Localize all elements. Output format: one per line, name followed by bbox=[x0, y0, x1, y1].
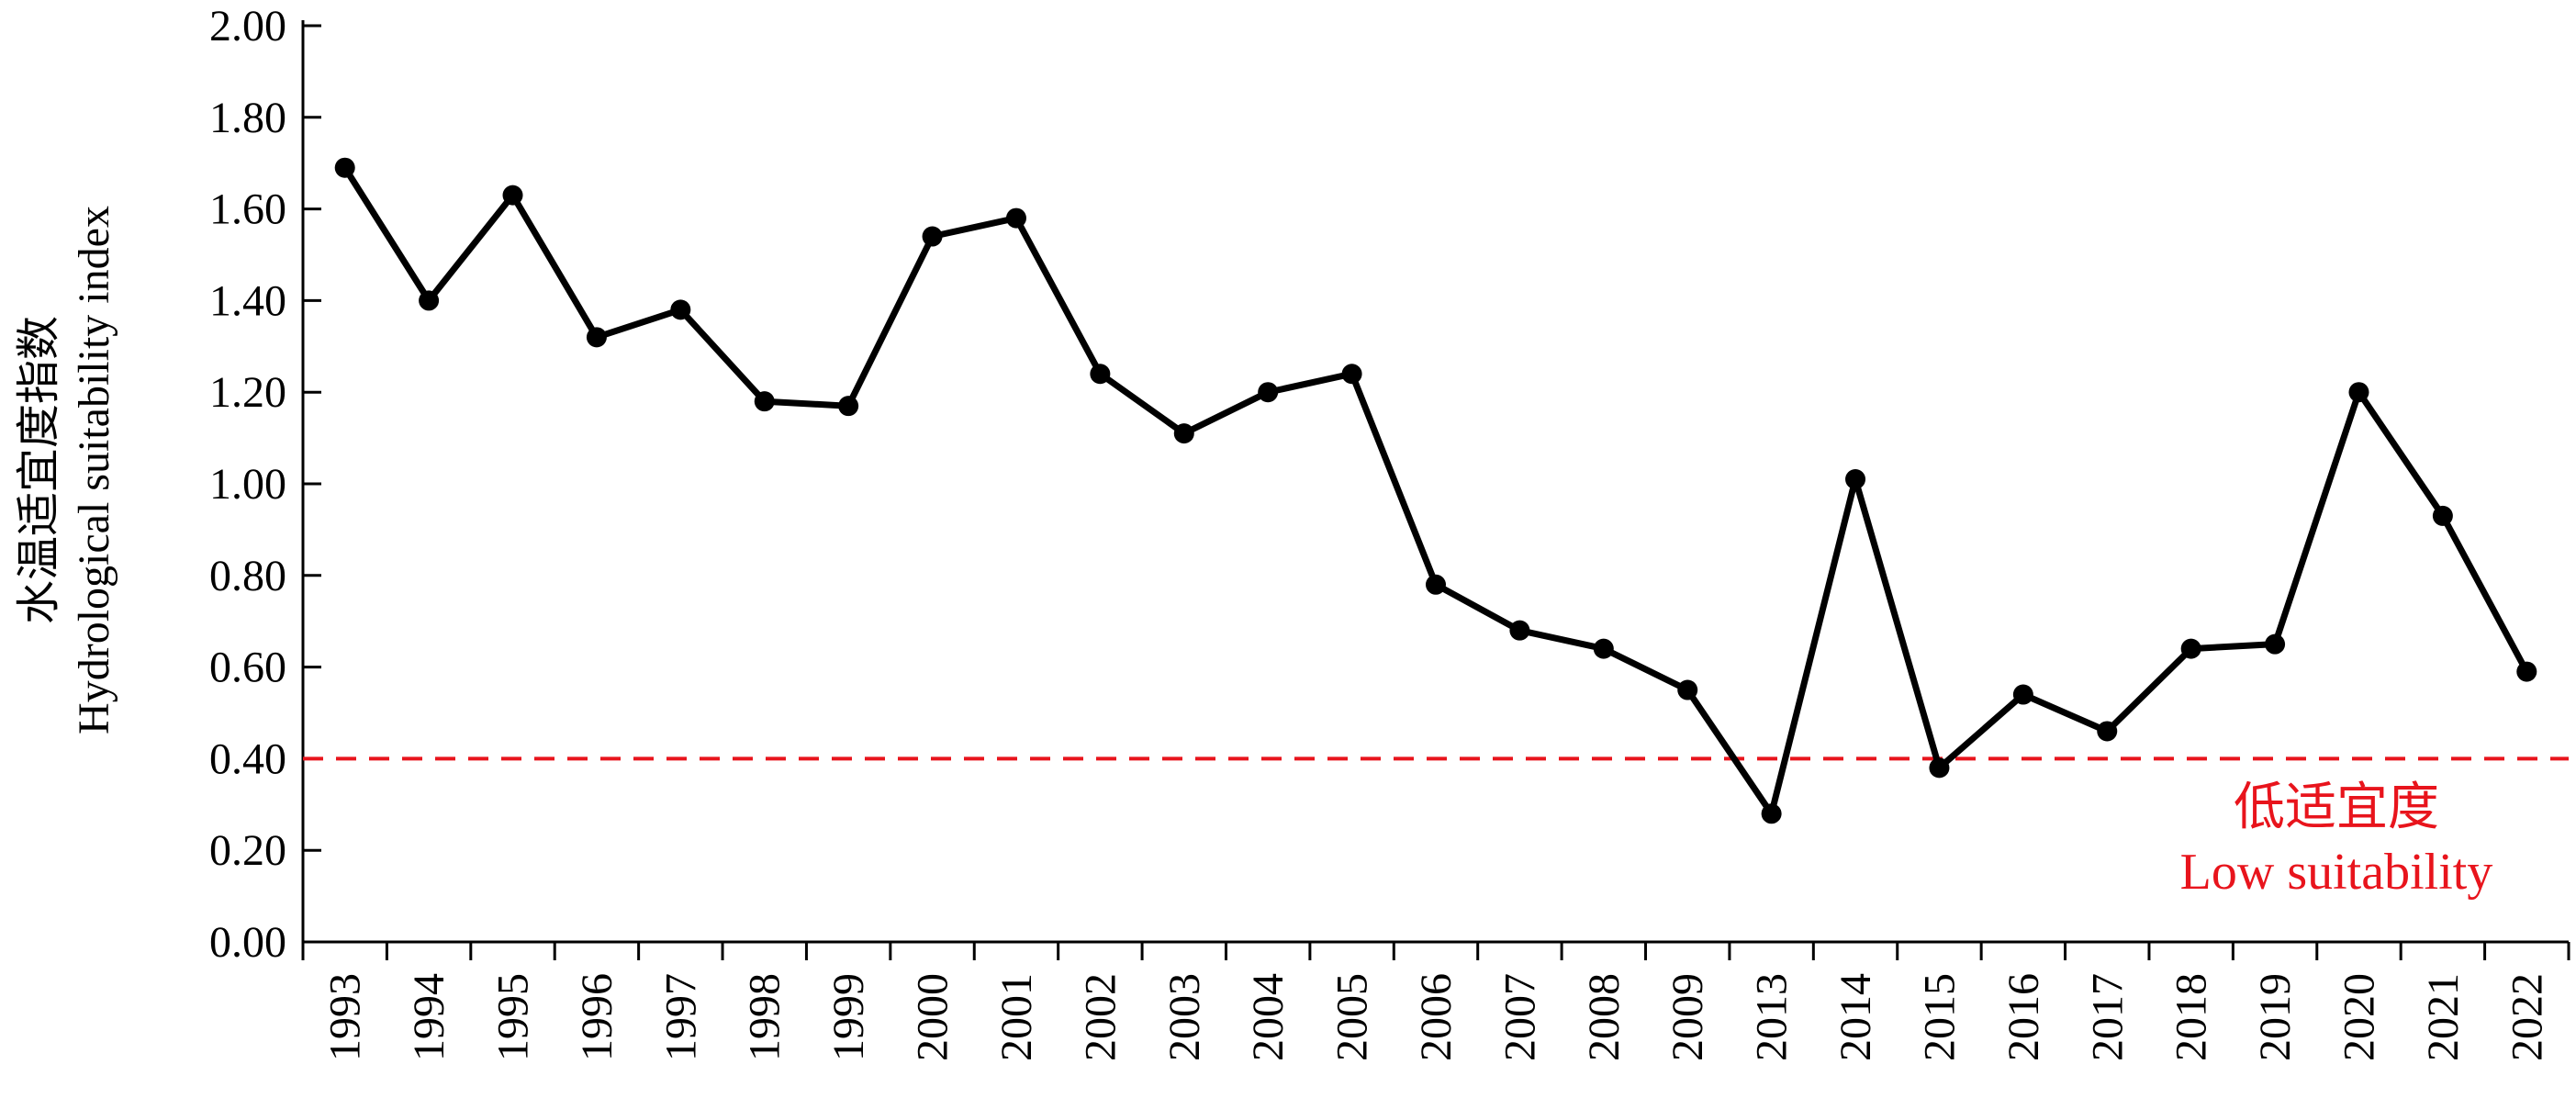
x-tick-label: 2021 bbox=[2419, 973, 2468, 1061]
x-tick-label: 1998 bbox=[741, 973, 790, 1061]
data-point bbox=[2516, 661, 2537, 682]
data-point bbox=[1929, 757, 1950, 779]
x-tick-label: 2019 bbox=[2251, 973, 2300, 1061]
y-tick-label: 2.00 bbox=[209, 2, 286, 50]
x-tick-label: 1999 bbox=[824, 973, 873, 1061]
x-tick-label: 2003 bbox=[1160, 973, 1209, 1061]
x-tick-label: 2016 bbox=[1999, 973, 2048, 1061]
series-group bbox=[334, 157, 2537, 824]
data-point bbox=[1090, 364, 1111, 385]
x-tick-label: 2008 bbox=[1580, 973, 1629, 1061]
data-point bbox=[1761, 803, 1782, 824]
y-axis-title-cn: 水温适宜度指数 bbox=[15, 316, 63, 624]
data-point bbox=[1677, 679, 1698, 700]
y-tick-label: 0.60 bbox=[209, 644, 286, 692]
y-tick-label: 1.00 bbox=[209, 460, 286, 509]
data-point bbox=[1173, 423, 1194, 444]
y-tick-label: 0.00 bbox=[209, 918, 286, 967]
y-axis-title-en: Hydrological suitability index bbox=[70, 206, 118, 734]
y-tick-label: 1.20 bbox=[209, 368, 286, 417]
data-point bbox=[2265, 633, 2286, 655]
data-point bbox=[2180, 638, 2201, 659]
x-tick-label: 2017 bbox=[2083, 973, 2132, 1061]
data-point bbox=[1258, 382, 1279, 403]
x-tick-label: 2015 bbox=[1915, 973, 1964, 1061]
y-tick-label: 1.60 bbox=[209, 185, 286, 234]
x-tick-label: 2018 bbox=[2167, 973, 2216, 1061]
data-point bbox=[502, 185, 523, 206]
series-line bbox=[342, 165, 2530, 817]
data-point bbox=[1426, 574, 1446, 595]
data-point bbox=[2432, 505, 2453, 526]
data-point bbox=[1845, 469, 1866, 490]
data-point bbox=[1593, 638, 1614, 659]
data-point bbox=[334, 157, 355, 178]
x-tick-label: 2014 bbox=[1831, 973, 1880, 1061]
y-tick-label: 0.80 bbox=[209, 552, 286, 600]
x-tick-label: 1995 bbox=[489, 973, 538, 1061]
x-tick-label: 2013 bbox=[1748, 973, 1797, 1061]
x-tick-label: 1997 bbox=[656, 973, 705, 1061]
x-tick-label: 1996 bbox=[573, 973, 622, 1061]
x-tick-label: 2001 bbox=[992, 973, 1041, 1061]
data-point bbox=[2097, 721, 2118, 742]
data-point bbox=[670, 299, 691, 320]
data-point bbox=[419, 290, 440, 311]
x-tick-label: 2009 bbox=[1663, 973, 1712, 1061]
y-tick-label: 1.40 bbox=[209, 276, 286, 325]
data-point bbox=[754, 391, 775, 412]
x-tick-label: 2007 bbox=[1495, 973, 1544, 1061]
x-tick-label: 2020 bbox=[2335, 973, 2383, 1061]
threshold-label-cn: 低适宜度 bbox=[2234, 779, 2439, 836]
x-tick-label: 2022 bbox=[2503, 973, 2551, 1061]
x-axis: 1993 1994 1995 1996 1997 1998 1999 2000 2001 2002… bbox=[301, 940, 2570, 1061]
data-point bbox=[1509, 620, 1530, 641]
y-axis: 0.00 0.20 0.40 0.60 0.80 1.00 1.20 1.40 1.60 1.80… bbox=[209, 2, 321, 967]
data-point bbox=[1005, 207, 1026, 229]
y-tick-label: 0.20 bbox=[209, 826, 286, 875]
x-tick-label: 2000 bbox=[909, 973, 958, 1061]
data-point bbox=[838, 396, 859, 417]
x-tick-label: 1993 bbox=[321, 973, 370, 1061]
data-point bbox=[922, 226, 943, 247]
y-tick-label: 0.40 bbox=[209, 734, 286, 783]
data-point bbox=[586, 327, 607, 348]
x-tick-label: 2004 bbox=[1244, 973, 1293, 1061]
x-tick-label: 2005 bbox=[1328, 973, 1377, 1061]
x-tick-label: 2002 bbox=[1076, 973, 1125, 1061]
threshold-label-en: Low suitability bbox=[2180, 844, 2493, 901]
x-tick-label: 1994 bbox=[405, 973, 454, 1061]
data-point bbox=[2348, 382, 2369, 403]
data-point bbox=[1341, 364, 1362, 385]
x-tick-label: 2006 bbox=[1412, 973, 1461, 1061]
y-tick-label: 1.80 bbox=[209, 94, 286, 142]
data-point bbox=[2012, 684, 2033, 705]
